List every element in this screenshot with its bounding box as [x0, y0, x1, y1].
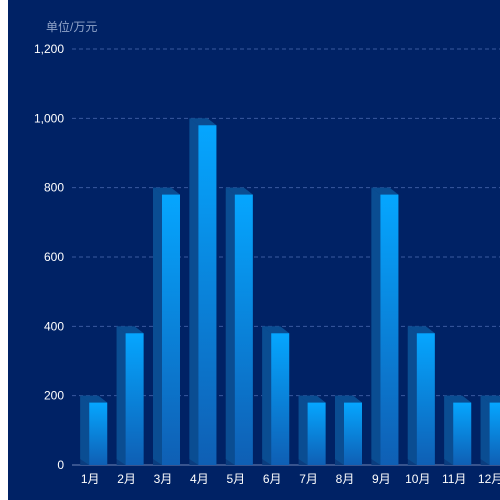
bar — [162, 194, 180, 465]
bar-left-face — [335, 395, 344, 465]
bar — [344, 402, 362, 465]
bar-group — [153, 187, 180, 465]
bar-left-face — [262, 326, 272, 465]
bar — [416, 333, 435, 465]
y-tick-label: 0 — [57, 458, 64, 472]
bar-left-face — [480, 395, 490, 465]
x-tick-label: 11月 — [442, 472, 466, 486]
bar-top-face — [371, 187, 399, 195]
bar — [380, 194, 399, 465]
bar — [125, 333, 144, 465]
y-axis-unit-label: 单位/万元 — [46, 19, 97, 34]
x-tick-label: 3月 — [154, 472, 173, 486]
bar-left-face — [371, 187, 381, 465]
bar — [453, 402, 472, 465]
y-tick-label: 400 — [44, 319, 64, 333]
x-tick-label: 10月 — [405, 472, 430, 486]
bar-top-face — [262, 326, 290, 334]
bar-group — [371, 187, 399, 465]
bar-group — [444, 395, 472, 465]
x-tick-label: 12月 — [478, 472, 500, 486]
bar — [271, 333, 290, 465]
bar-top-face — [153, 187, 180, 195]
x-tick-label: 6月 — [263, 472, 282, 486]
bar-top-face — [189, 118, 217, 126]
y-tick-label: 1,000 — [34, 111, 64, 125]
bar-left-face — [80, 395, 90, 465]
bar-top-face — [225, 187, 253, 195]
bar-top-face — [80, 395, 108, 403]
x-tick-label: 8月 — [336, 472, 355, 486]
x-tick-label: 1月 — [81, 472, 100, 486]
bar-left-face — [407, 326, 417, 465]
bar-top-face — [480, 395, 500, 403]
bar-group — [80, 395, 108, 465]
bar — [198, 125, 217, 466]
x-tick-label: 7月 — [299, 472, 318, 486]
bar-top-face — [298, 395, 326, 403]
bar-left-face — [225, 187, 235, 465]
bar-left-face — [444, 395, 454, 465]
y-tick-label: 200 — [44, 389, 64, 403]
x-axis-tick-labels: 1月 2月 3月 4月 5月 6月 7月 8月 9月 10月 11月 12月 — [81, 472, 500, 486]
x-tick-label: 9月 — [372, 472, 391, 486]
bar-group — [407, 326, 435, 465]
bar-top-face — [116, 326, 144, 334]
bar-left-face — [189, 118, 199, 465]
bar-left-face — [153, 187, 162, 465]
bar-left-face — [298, 395, 308, 465]
bar — [234, 194, 253, 465]
y-tick-label: 1,200 — [34, 42, 64, 56]
bar-group — [225, 187, 253, 465]
bar-group — [116, 326, 144, 465]
bar-group — [262, 326, 290, 465]
x-tick-label: 2月 — [117, 472, 136, 486]
bar-group — [480, 395, 500, 465]
bars — [80, 118, 500, 466]
y-tick-label: 800 — [44, 181, 64, 195]
y-tick-label: 600 — [44, 250, 64, 264]
bar-group — [335, 395, 362, 465]
bar-group — [298, 395, 326, 465]
bar — [307, 402, 326, 465]
bar-top-face — [335, 395, 362, 403]
bar — [89, 402, 108, 465]
y-axis-tick-labels: 0 200 400 600 800 1,000 1,200 — [34, 42, 64, 472]
bar-group — [189, 118, 217, 466]
bar-top-face — [407, 326, 435, 334]
x-tick-label: 4月 — [190, 472, 209, 486]
bar — [489, 402, 500, 465]
bar-top-face — [444, 395, 472, 403]
x-tick-label: 5月 — [226, 472, 245, 486]
bar-left-face — [116, 326, 126, 465]
